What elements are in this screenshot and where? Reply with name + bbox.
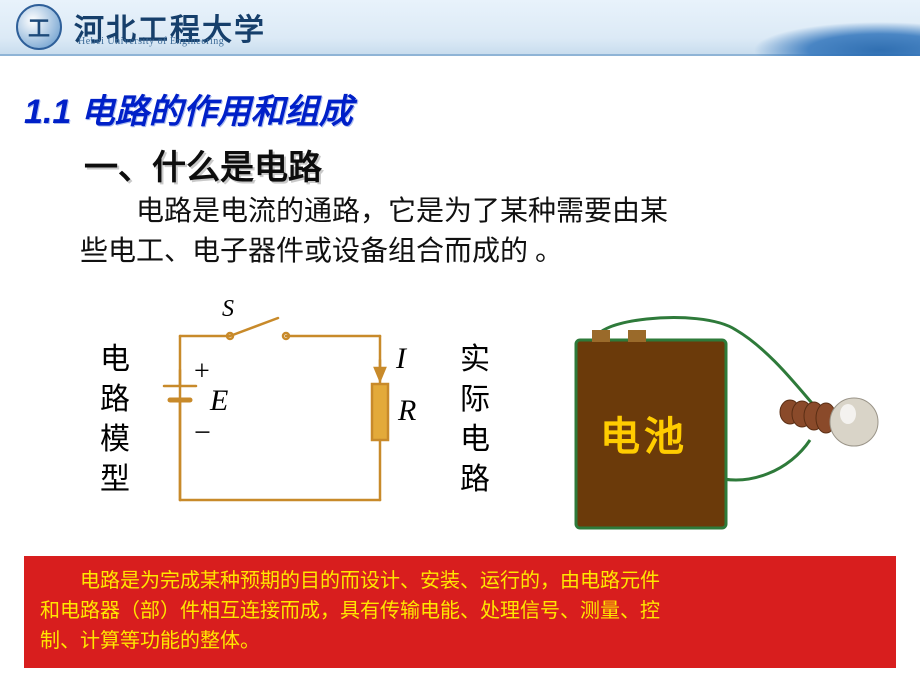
battery-label: 电池	[600, 404, 688, 462]
label-circuit-model: 电路模型	[100, 340, 132, 500]
real-circuit-illustration: 电池	[540, 300, 880, 532]
slide-header: 工 河北工程大学 Hebei University of Engineering	[0, 0, 920, 56]
label-minus: −	[194, 416, 211, 450]
label-S: S	[222, 296, 234, 323]
intro-line1: 电路是电流的通路，它是为了某种需要由某	[80, 192, 840, 232]
label-E: E	[210, 384, 228, 418]
definition-box: 电路是为完成某种预期的目的而设计、安装、运行的，由电路元件 和电路器（部）件相互…	[24, 556, 896, 668]
real-circuit-svg	[540, 300, 880, 532]
intro-line2: 些电工、电子器件或设备组合而成的 。	[80, 236, 563, 267]
sub-heading: 一、什么是电路	[84, 140, 322, 189]
label-R: R	[398, 394, 416, 428]
university-name-en: Hebei University of Engineering	[78, 36, 224, 47]
section-title: 1.1 电路的作用和组成	[24, 84, 353, 133]
header-swoosh-decor	[680, 0, 920, 56]
label-I: I	[396, 342, 406, 376]
defbox-line2: 和电路器（部）件相互连接而成，具有传输电能、处理信号、测量、控	[40, 600, 660, 622]
defbox-line3: 制、计算等功能的整体。	[40, 630, 260, 652]
university-logo-icon: 工	[16, 4, 62, 50]
label-plus: +	[194, 356, 210, 388]
label-real-circuit: 实际电路	[460, 340, 492, 500]
circuit-diagram: S + − E I R	[160, 300, 420, 532]
intro-paragraph: 电路是电流的通路，它是为了某种需要由某 些电工、电子器件或设备组合而成的 。	[80, 192, 840, 272]
defbox-line1: 电路是为完成某种预期的目的而设计、安装、运行的，由电路元件	[40, 566, 880, 596]
